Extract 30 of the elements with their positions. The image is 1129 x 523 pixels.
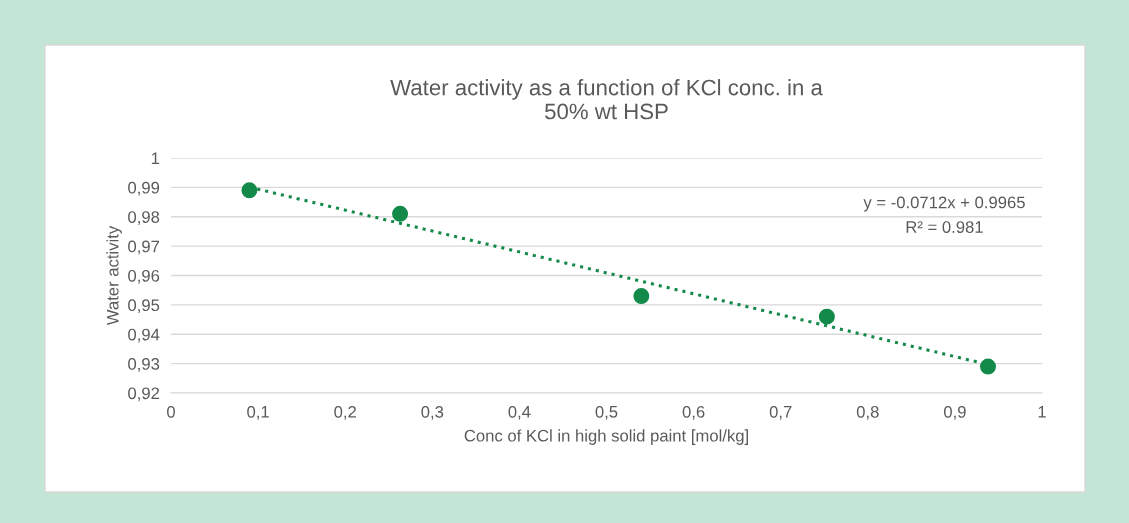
x-tick-label: 0,8 <box>856 405 879 420</box>
y-tick-label: 0,99 <box>128 181 160 196</box>
y-tick-label: 0,96 <box>128 269 160 284</box>
y-tick-label: 0,94 <box>128 328 160 343</box>
y-tick-label: 0,98 <box>128 211 160 225</box>
x-axis-title: Conc of KCl in high solid paint [mol/kg] <box>464 429 748 445</box>
x-tick-label: 0,7 <box>769 405 792 420</box>
annotation: y = -0.0712x + 0.9965 <box>863 196 1025 212</box>
point <box>241 182 258 199</box>
x-tick-label: 0 <box>167 405 175 418</box>
chart-title: Water activity as a function of KCl conc. in a 50% wt HSP <box>390 79 823 120</box>
annotation: R² = 0.981 <box>906 221 983 233</box>
y-tick-label: 0,95 <box>128 299 160 314</box>
x-tick-label: 0,5 <box>595 405 618 420</box>
point <box>980 358 996 375</box>
y-tick-label: 0,93 <box>128 358 160 372</box>
point <box>818 308 835 325</box>
x-tick-label: 1 <box>1038 406 1046 418</box>
y-tick-label: 1 <box>151 152 160 165</box>
y-axis-title: Water activity <box>106 225 122 326</box>
point <box>392 205 409 222</box>
x-tick-label: 0,2 <box>334 405 356 420</box>
y-tick-label: 0,97 <box>128 240 160 255</box>
x-tick-label: 0,4 <box>508 405 531 420</box>
point <box>633 288 650 305</box>
x-tick-label: 0,1 <box>247 405 269 420</box>
x-tick-label: 0,9 <box>943 405 966 420</box>
x-tick-label: 0,6 <box>682 405 705 420</box>
y-tick-label: 0,92 <box>128 387 160 402</box>
x-tick-label: 0,3 <box>421 405 444 420</box>
